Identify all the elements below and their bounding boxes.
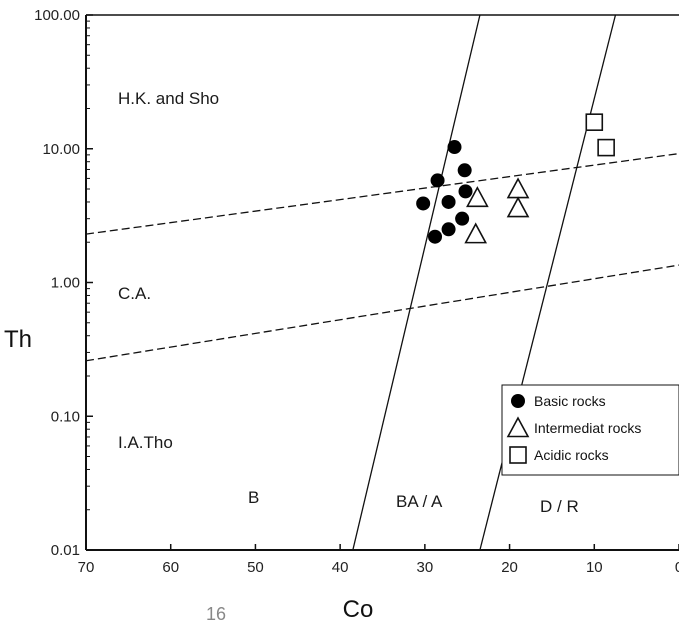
- x-tick-label: 70: [78, 559, 95, 576]
- basic-rock-point: [442, 222, 456, 236]
- x-tick-label: 50: [247, 559, 264, 576]
- basic-rock-point: [428, 230, 442, 244]
- x-axis-title: Co: [343, 596, 374, 623]
- intermediate-rock-point: [508, 179, 528, 198]
- region-label: BA / A: [396, 492, 443, 511]
- y-tick-label: 0.01: [51, 542, 80, 559]
- y-tick-label: 100.00: [34, 7, 80, 24]
- x-tick-label: 10: [586, 559, 603, 576]
- legend-entry: Acidic rocks: [534, 447, 609, 463]
- region-label: I.A.Tho: [118, 433, 173, 452]
- dashed-boundary-line: [86, 265, 679, 361]
- acidic-rock-point: [598, 140, 614, 156]
- basic-rock-point: [459, 184, 473, 198]
- basic-rock-point: [442, 195, 456, 209]
- basic-rock-point: [458, 163, 472, 177]
- data-markers: [416, 114, 614, 244]
- page-number: 16: [206, 604, 226, 624]
- x-tick-label: 40: [332, 559, 349, 576]
- x-tick-label: 60: [162, 559, 179, 576]
- solid-boundary-line: [353, 15, 480, 550]
- region-label: H.K. and Sho: [118, 89, 219, 108]
- y-tick-label: 10.00: [42, 141, 80, 158]
- region-label: D / R: [540, 497, 579, 516]
- intermediate-rock-point: [466, 224, 486, 243]
- intermediate-rock-point: [508, 198, 528, 217]
- y-tick-label: 0.10: [51, 408, 80, 425]
- dashed-boundary-line: [86, 154, 679, 235]
- legend-entry: Intermediat rocks: [534, 420, 641, 436]
- x-tick-label: 30: [417, 559, 434, 576]
- legend-entry: Basic rocks: [534, 393, 606, 409]
- legend-marker: [511, 394, 525, 408]
- y-axis-title: Th: [4, 326, 32, 353]
- basic-rock-point: [455, 212, 469, 226]
- x-tick-label: 0: [675, 559, 679, 576]
- legend-marker: [510, 447, 526, 463]
- basic-rock-point: [431, 173, 445, 187]
- acidic-rock-point: [586, 114, 602, 130]
- basic-rock-point: [448, 140, 462, 154]
- region-label: B: [248, 488, 259, 507]
- region-label: C.A.: [118, 284, 151, 303]
- y-tick-label: 1.00: [51, 275, 80, 292]
- x-tick-label: 20: [501, 559, 518, 576]
- basic-rock-point: [416, 196, 430, 210]
- legend: Basic rocks Intermediat rocks Acidic rocks: [502, 385, 679, 475]
